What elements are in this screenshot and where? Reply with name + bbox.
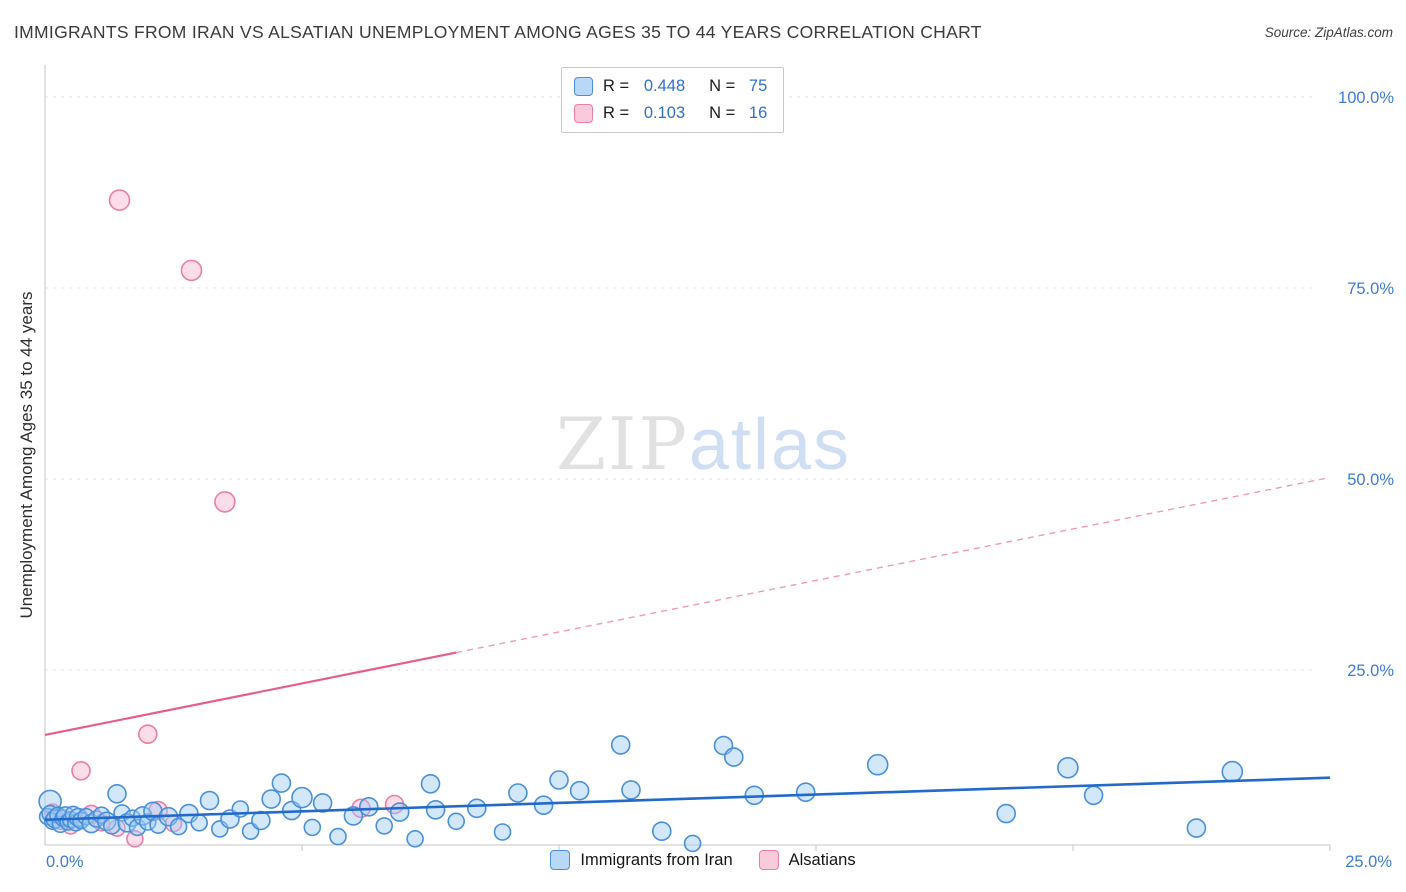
- iran-point: [795, 782, 816, 803]
- n-value: 16: [748, 104, 768, 122]
- iran-point: [447, 812, 466, 831]
- legend-item-iran: Immigrants from Iran: [550, 850, 733, 870]
- alsatian-legend-swatch: [758, 850, 779, 870]
- iran-point: [1186, 818, 1207, 838]
- iran-point: [389, 802, 410, 822]
- alsatian-point: [108, 189, 131, 211]
- iran-point: [866, 753, 889, 776]
- n-label: N =: [709, 104, 736, 122]
- iran-legend-swatch: [550, 850, 571, 870]
- alsatian-point: [214, 491, 236, 513]
- iran-point: [190, 813, 208, 832]
- page-title: IMMIGRANTS FROM IRAN VS ALSATIAN UNEMPLO…: [14, 22, 982, 42]
- r-value: 0.448: [643, 77, 686, 95]
- x-axis-min-label: 0.0%: [46, 853, 84, 871]
- source-label: Source: ZipAtlas.com: [1264, 25, 1393, 40]
- y-tick-label: 50.0%: [1347, 471, 1394, 489]
- iran-point: [1057, 756, 1079, 779]
- y-tick-label: 25.0%: [1347, 662, 1394, 680]
- iran-point: [420, 773, 441, 794]
- iran-point: [425, 799, 446, 820]
- iran-point: [271, 773, 292, 793]
- alsatian-trend-line-solid: [44, 651, 457, 737]
- alsatian-series-swatch: [574, 104, 593, 123]
- alsatian-point: [71, 760, 91, 781]
- r-label: R =: [603, 104, 630, 122]
- legend-label: Alsatians: [788, 850, 856, 869]
- iran-point: [1221, 760, 1244, 783]
- iran-point: [683, 834, 702, 853]
- iran-trend-line: [44, 776, 1331, 822]
- iran-point: [199, 790, 220, 811]
- iran-point: [303, 818, 322, 837]
- legend-label: Immigrants from Iran: [580, 850, 733, 869]
- y-axis-title: Unemployment Among Ages 35 to 44 years: [17, 291, 36, 619]
- legend-item-alsatians: Alsatians: [758, 850, 856, 870]
- iran-point: [723, 747, 744, 767]
- iran-point: [466, 798, 487, 819]
- r-label: R =: [603, 77, 630, 95]
- y-tick-label: 75.0%: [1347, 280, 1394, 298]
- r-value: 0.103: [643, 104, 686, 122]
- y-tick-label: 100.0%: [1338, 89, 1394, 107]
- iran-point: [358, 796, 379, 817]
- alsatian-trend-line-dashed: [456, 476, 1331, 654]
- iran-point: [128, 818, 147, 837]
- iran-point: [329, 827, 347, 846]
- iran-point: [610, 735, 631, 755]
- alsatian-point: [138, 724, 158, 745]
- iran-point: [493, 823, 512, 841]
- iran-point: [533, 795, 554, 816]
- iran-series-swatch: [574, 77, 593, 96]
- iran-point: [1083, 785, 1104, 806]
- chart-legend: Immigrants from Iran Alsatians: [0, 850, 1406, 870]
- stats-legend: R = 0.448 N = 75 R = 0.103 N = 16: [561, 67, 785, 133]
- iran-point: [549, 770, 569, 790]
- iran-point: [406, 829, 424, 848]
- iran-point: [261, 789, 282, 809]
- n-label: N =: [709, 77, 736, 95]
- iran-point: [651, 821, 672, 842]
- alsatian-point: [180, 259, 203, 282]
- iran-point: [139, 813, 157, 831]
- iran-point: [169, 817, 188, 836]
- iran-point: [996, 803, 1017, 824]
- iran-point: [291, 786, 313, 809]
- stats-row-alsatians: R = 0.103 N = 16: [574, 104, 767, 123]
- iran-point: [621, 780, 641, 800]
- iran-point: [508, 783, 528, 803]
- iran-point: [343, 806, 364, 826]
- stats-row-iran: R = 0.448 N = 75: [574, 77, 767, 96]
- n-value: 75: [748, 77, 768, 95]
- iran-point: [251, 810, 271, 831]
- iran-point: [569, 780, 590, 801]
- x-axis-max-label: 25.0%: [1345, 853, 1392, 871]
- iran-point: [375, 817, 394, 835]
- iran-point: [107, 783, 127, 804]
